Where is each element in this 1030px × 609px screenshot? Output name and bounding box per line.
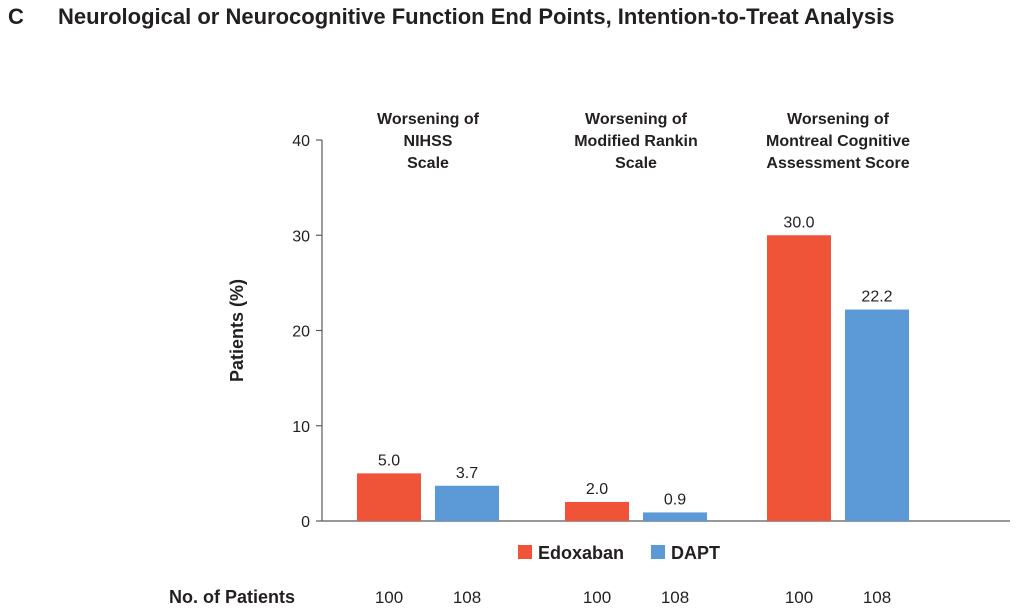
legend-label-dapt: DAPT bbox=[671, 543, 720, 563]
chart-legend: Edoxaban DAPT bbox=[518, 543, 720, 563]
patients-row: No. of Patients 100 108 100 108 100 108 bbox=[169, 587, 891, 607]
patients-count: 100 bbox=[583, 588, 611, 607]
category-label: Worsening of Modified Rankin Scale bbox=[574, 111, 698, 172]
y-tick-label: 10 bbox=[292, 419, 310, 436]
chart-bars bbox=[357, 235, 909, 521]
bar-edoxaban-1 bbox=[357, 473, 421, 521]
patients-count: 100 bbox=[375, 588, 403, 607]
patients-count: 100 bbox=[785, 588, 813, 607]
legend-label-edoxaban: Edoxaban bbox=[538, 543, 624, 563]
figure-title: Neurological or Neurocognitive Function … bbox=[58, 4, 895, 29]
y-tick-label: 40 bbox=[292, 133, 310, 150]
legend-swatch-edoxaban bbox=[518, 545, 532, 559]
bar-dapt-3 bbox=[845, 309, 909, 521]
bar-dapt-1 bbox=[435, 485, 499, 521]
category-label: Worsening of Montreal Cognitive Assessment… bbox=[766, 111, 910, 172]
bar-edoxaban-3 bbox=[767, 235, 831, 521]
panel-letter: C bbox=[8, 4, 24, 29]
patients-count: 108 bbox=[863, 588, 891, 607]
y-tick-label: 30 bbox=[292, 228, 310, 245]
bar-edoxaban-2 bbox=[565, 501, 629, 521]
data-label: 3.7 bbox=[456, 465, 478, 482]
patients-row-title: No. of Patients bbox=[169, 587, 295, 607]
bar-dapt-2 bbox=[643, 512, 707, 521]
y-axis-label: Patients (%) bbox=[227, 279, 247, 382]
data-label: 2.0 bbox=[586, 481, 608, 498]
y-tick-label: 20 bbox=[292, 324, 310, 341]
patients-count: 108 bbox=[453, 588, 481, 607]
chart-labels: Worsening of NIHSS Scale Worsening of Modifi… bbox=[377, 111, 910, 508]
data-label: 5.0 bbox=[378, 452, 400, 469]
category-label: Worsening of NIHSS Scale bbox=[377, 111, 480, 172]
data-label: 22.2 bbox=[861, 289, 892, 306]
data-label: 30.0 bbox=[783, 214, 814, 231]
patients-count: 108 bbox=[661, 588, 689, 607]
y-tick-label: 0 bbox=[301, 514, 310, 531]
legend-swatch-dapt bbox=[651, 545, 665, 559]
data-label: 0.9 bbox=[664, 491, 686, 508]
